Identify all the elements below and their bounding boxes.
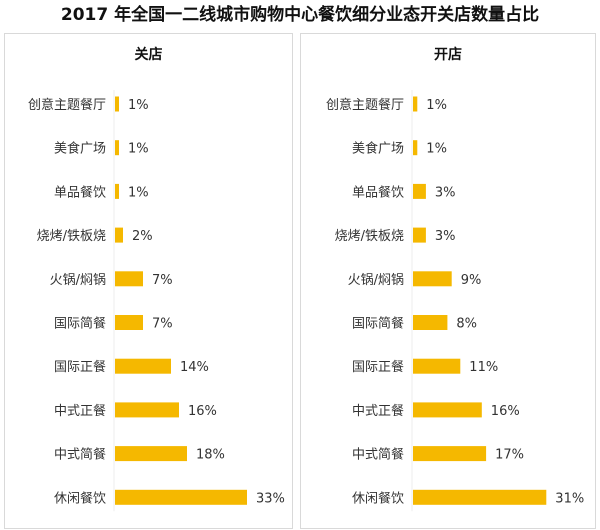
opening-bar [413, 96, 418, 112]
opening-bar [413, 402, 482, 418]
opening-category-label: 美食广场 [352, 141, 404, 157]
closing-category-label: 创意主题餐厅 [28, 97, 106, 113]
opening-value-label: 31% [555, 491, 584, 506]
closing-value-label: 1% [128, 98, 149, 113]
opening-category-label: 创意主题餐厅 [326, 97, 404, 113]
closing-bar [115, 183, 119, 199]
closing-bar [115, 446, 187, 462]
closing-category-label: 单品餐饮 [54, 184, 106, 200]
opening-bar [413, 183, 426, 199]
closing-value-label: 1% [128, 185, 149, 200]
opening-bar-chart: 创意主题餐厅 1% 美食广场 1% 单品餐饮 3% 烧烤/铁板烧 3% 火锅/焖锅 9% 国际简餐 8… [326, 90, 584, 512]
closing-bar [115, 140, 119, 156]
closing-value-label: 1% [128, 142, 149, 157]
closing-bar [115, 358, 171, 374]
opening-bar [413, 315, 448, 330]
closing-value-label: 7% [152, 273, 173, 288]
closing-category-label: 休闲餐饮 [54, 490, 106, 506]
opening-value-label: 11% [469, 360, 498, 375]
opening-category-label: 国际正餐 [352, 359, 404, 375]
opening-bar [413, 358, 461, 374]
opening-category-label: 烧烤/铁板烧 [335, 229, 404, 244]
opening-value-label: 8% [456, 317, 477, 332]
opening-value-label: 3% [435, 185, 456, 200]
closing-bar [115, 489, 247, 505]
closing-value-label: 14% [180, 360, 209, 375]
closing-value-label: 2% [132, 229, 153, 244]
opening-bar [413, 140, 418, 156]
opening-panel-title: 开店 [434, 47, 462, 63]
opening-category-label: 火锅/焖锅 [348, 272, 404, 288]
closing-category-label: 火锅/焖锅 [50, 272, 106, 288]
chart-title: 2017 年全国一二线城市购物中心餐饮细分业态开关店数量占比 [60, 5, 540, 25]
opening-value-label: 17% [495, 448, 524, 463]
closing-category-label: 中式正餐 [54, 403, 106, 419]
closing-value-label: 33% [256, 491, 285, 506]
opening-category-label: 单品餐饮 [352, 184, 404, 200]
closing-category-label: 中式简餐 [54, 447, 106, 463]
opening-category-label: 中式正餐 [352, 403, 404, 419]
opening-value-label: 16% [491, 404, 520, 419]
closing-bar [115, 315, 143, 330]
closing-bar [115, 227, 123, 243]
closing-category-label: 国际简餐 [54, 316, 106, 332]
closing-bar [115, 402, 179, 418]
closing-bar-chart: 创意主题餐厅 1% 美食广场 1% 单品餐饮 1% 烧烤/铁板烧 2% 火锅/焖锅 7% 国际简餐 7… [28, 90, 285, 512]
opening-category-label: 国际简餐 [352, 316, 404, 332]
opening-value-label: 9% [461, 273, 482, 288]
closing-panel-title: 关店 [134, 47, 163, 63]
closing-panel: 关店 创意主题餐厅 1% 美食广场 1% 单品餐饮 1% 烧烤/铁板烧 2% 火锅/焖锅 7% 国际… [4, 33, 293, 529]
opening-panel: 开店 创意主题餐厅 1% 美食广场 1% 单品餐饮 3% 烧烤/铁板烧 3% 火锅/焖锅 9% 国际… [300, 33, 596, 529]
opening-value-label: 3% [435, 229, 456, 244]
closing-value-label: 16% [188, 404, 217, 419]
opening-value-label: 1% [426, 98, 447, 113]
opening-bar [413, 271, 452, 287]
opening-value-label: 1% [426, 142, 447, 157]
closing-bar [115, 96, 119, 112]
closing-value-label: 7% [152, 317, 173, 332]
opening-bar [413, 446, 487, 462]
opening-bar [413, 489, 547, 505]
closing-category-label: 美食广场 [54, 141, 106, 157]
closing-category-label: 国际正餐 [54, 359, 106, 375]
closing-category-label: 烧烤/铁板烧 [37, 229, 106, 244]
opening-bar [413, 227, 426, 243]
opening-category-label: 休闲餐饮 [352, 490, 404, 506]
closing-bar [115, 271, 143, 287]
opening-category-label: 中式简餐 [352, 447, 404, 463]
closing-value-label: 18% [196, 448, 225, 463]
